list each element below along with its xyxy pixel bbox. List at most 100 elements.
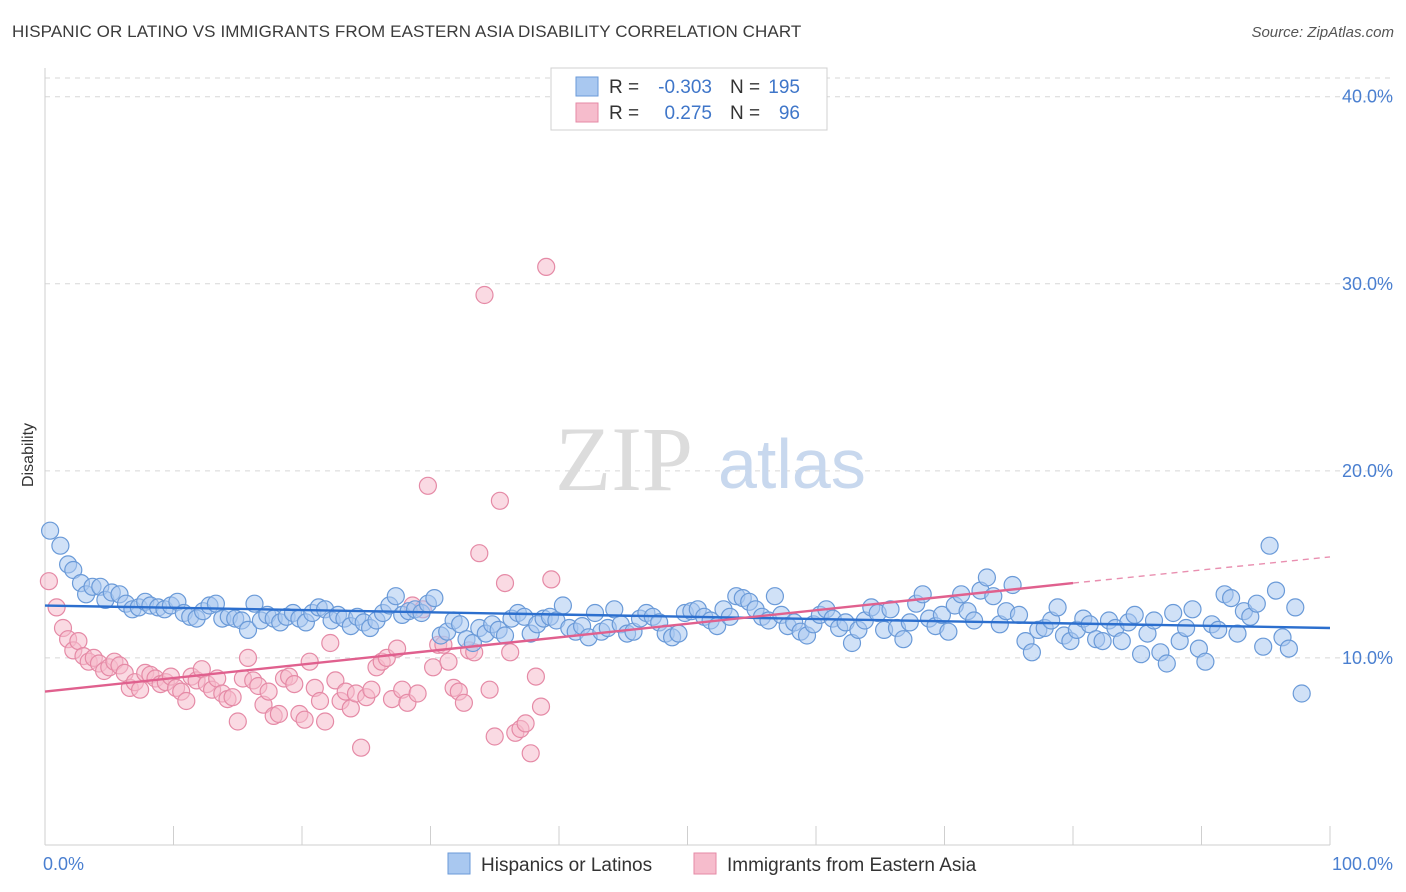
data-point: [321, 633, 340, 653]
legend-swatch-blue: [575, 76, 599, 97]
axes: [44, 68, 1331, 846]
data-point: [765, 587, 785, 606]
legend-top: R = -0.303 N = 195 R = 0.275 N = 96: [550, 67, 828, 131]
legend-r-label-blue: R =: [609, 77, 639, 98]
legend-r-label-pink: R =: [609, 103, 639, 124]
data-point: [300, 652, 319, 671]
data-point: [454, 693, 473, 712]
data-point: [480, 680, 499, 699]
bottom-legend-label-pink: Immigrants from Eastern Asia: [727, 855, 977, 876]
data-point: [47, 598, 66, 617]
data-point: [585, 603, 605, 623]
trend-line-hispanics: [44, 604, 1331, 630]
data-point: [1144, 611, 1164, 630]
bottom-legend-swatch-blue: [447, 852, 471, 875]
data-point: [316, 712, 335, 731]
data-point: [39, 572, 59, 591]
data-point: [425, 588, 444, 608]
data-point: [1260, 536, 1279, 555]
y-tick-label: 30.0%: [1342, 274, 1393, 294]
data-point: [1125, 605, 1144, 625]
series-hispanics-latinos: [40, 521, 1311, 703]
data-point: [131, 680, 150, 699]
bottom-legend-label-blue: Hispanics or Latinos: [481, 855, 652, 876]
bottom-legend-swatch-pink: [693, 852, 717, 875]
legend-n-label-blue: N =: [730, 77, 760, 98]
data-point: [40, 521, 60, 540]
legend-bottom: Hispanics or Latinos Immigrants from Eas…: [447, 852, 977, 876]
legend-r-value-pink: 0.275: [664, 103, 712, 124]
data-point: [1176, 618, 1196, 638]
data-point: [894, 630, 913, 649]
data-point: [1131, 645, 1151, 664]
data-point: [542, 570, 561, 589]
data-point: [932, 605, 952, 625]
data-point: [900, 613, 919, 632]
data-point: [259, 682, 278, 701]
data-point: [939, 622, 958, 641]
data-point: [269, 704, 288, 724]
data-point: [1228, 624, 1247, 643]
data-point: [1279, 639, 1299, 658]
data-point: [516, 714, 535, 733]
data-point: [881, 600, 900, 619]
trend-line-eastern-asia-extension: [1072, 556, 1331, 584]
data-point: [1292, 684, 1311, 703]
data-point: [439, 652, 458, 671]
y-tick-label: 20.0%: [1342, 461, 1393, 481]
data-point: [1112, 631, 1131, 651]
legend-swatch-pink: [575, 102, 599, 123]
trend-line-eastern-asia: [44, 581, 1074, 693]
data-point: [1093, 631, 1112, 651]
data-point: [310, 691, 330, 711]
data-point: [238, 620, 258, 640]
data-point: [475, 285, 494, 305]
watermark-atlas: atlas: [718, 425, 866, 503]
x-tick-label: 100.0%: [1332, 854, 1393, 874]
legend-r-value-blue: -0.303: [658, 77, 712, 98]
data-point: [531, 697, 551, 716]
y-tick-label: 40.0%: [1342, 87, 1393, 107]
data-point: [1183, 600, 1202, 619]
grid-lines: [45, 77, 1393, 659]
y-tick-labels: 10.0% 20.0% 30.0% 40.0%: [1342, 87, 1393, 668]
chart-source: Source: ZipAtlas.com: [1251, 24, 1394, 41]
data-point: [424, 658, 443, 677]
series-immigrants-eastern-asia: [39, 257, 561, 763]
data-point: [977, 568, 997, 587]
legend-n-label-pink: N =: [730, 103, 760, 124]
data-point: [526, 667, 546, 686]
data-point: [223, 688, 242, 707]
data-point: [177, 691, 196, 711]
data-point: [1209, 620, 1228, 640]
legend-n-value-pink: 96: [779, 103, 800, 124]
legend-n-value-blue: 195: [768, 77, 800, 98]
data-point: [1157, 654, 1176, 673]
data-point: [669, 624, 688, 643]
y-tick-label: 10.0%: [1342, 648, 1393, 668]
data-point: [537, 257, 556, 276]
data-point: [470, 544, 489, 563]
data-point: [295, 710, 314, 729]
watermark: ZIP atlas: [555, 408, 866, 510]
data-point: [51, 536, 70, 555]
x-tick-labels: 0.0% 100.0%: [43, 854, 1393, 874]
data-point: [490, 491, 509, 510]
data-point: [1048, 598, 1067, 617]
data-point: [1247, 594, 1266, 613]
data-point: [553, 596, 573, 615]
data-point: [1196, 652, 1215, 671]
data-point: [1022, 643, 1042, 662]
data-point: [1254, 637, 1273, 656]
data-point: [495, 573, 515, 593]
data-point: [1266, 581, 1286, 600]
data-point: [238, 648, 258, 668]
data-point: [521, 744, 540, 763]
data-point: [501, 643, 520, 662]
trend-lines: [44, 556, 1331, 693]
data-point: [228, 712, 247, 731]
data-point: [352, 738, 371, 757]
data-point: [285, 674, 304, 694]
data-point: [386, 587, 405, 606]
